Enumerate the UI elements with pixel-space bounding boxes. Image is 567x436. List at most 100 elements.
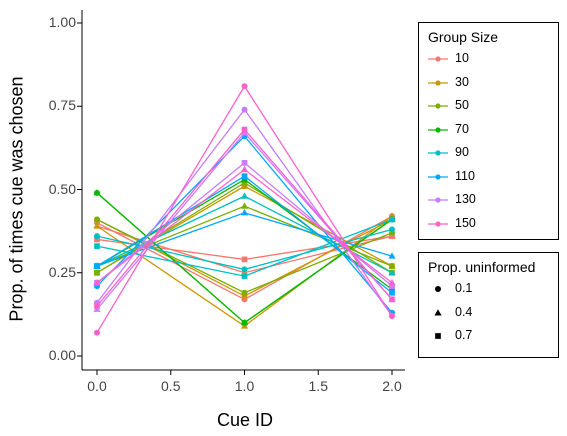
legend-label: 70 xyxy=(455,121,469,136)
legend-entry: 50 xyxy=(419,94,558,118)
data-point xyxy=(94,243,100,249)
data-point xyxy=(389,289,395,296)
legend-label: 10 xyxy=(455,51,469,65)
legend-label: 50 xyxy=(455,98,469,112)
legend-entry: 10 xyxy=(419,47,558,71)
data-point xyxy=(240,318,249,326)
legend-key xyxy=(435,286,441,292)
y-tick-label: 0.50 xyxy=(48,180,76,197)
legend-point-key xyxy=(435,220,441,227)
legend-point-key xyxy=(435,126,441,133)
y-tick-label: 1.00 xyxy=(48,14,76,30)
legend-key xyxy=(428,150,448,156)
data-point xyxy=(241,266,248,273)
legend-key xyxy=(428,103,448,109)
legend-uninformed-title: Prop. uninformed xyxy=(428,259,536,275)
legend-entry: 0.1 xyxy=(419,277,558,301)
legend-entry: 0.4 xyxy=(419,301,558,325)
legend-key xyxy=(435,333,441,339)
data-point xyxy=(389,226,395,233)
data-point xyxy=(241,273,248,279)
data-point xyxy=(241,160,248,166)
series-line xyxy=(96,128,393,307)
legend-group-size-title: Group Size xyxy=(428,29,499,45)
legend-key xyxy=(428,56,448,62)
data-point xyxy=(241,289,248,296)
data-point xyxy=(94,329,100,336)
data-point xyxy=(388,269,396,276)
data-point xyxy=(94,233,100,240)
legend-shape-key xyxy=(435,286,441,292)
data-point xyxy=(93,222,101,229)
legend-uninformed-entries: 0.1 0.4 0.7 xyxy=(419,277,558,348)
y-axis-title-box: Prop. of times cue was chosen xyxy=(2,64,32,334)
legend-label: 90 xyxy=(455,145,469,159)
data-point xyxy=(388,252,396,259)
data-point xyxy=(388,278,396,286)
legend-shape-key xyxy=(435,333,441,339)
y-tick-label: 0.00 xyxy=(48,347,76,363)
series-150-0.7 xyxy=(94,126,395,309)
legend-entry: 30 xyxy=(419,71,558,95)
data-point xyxy=(241,256,248,263)
data-point xyxy=(94,303,100,309)
y-tick-label: 0.75 xyxy=(48,97,76,114)
data-point xyxy=(241,83,248,90)
series-line xyxy=(96,131,393,310)
legend-entry: 130 xyxy=(419,188,558,212)
data-point xyxy=(240,192,249,199)
data-point xyxy=(94,216,100,223)
data-point xyxy=(93,278,101,286)
legend-entry: 150 xyxy=(419,212,558,236)
axis-ticks xyxy=(77,22,393,375)
data-point xyxy=(388,262,396,269)
legend-point-key xyxy=(435,103,441,109)
series-110-0.7 xyxy=(94,173,395,296)
legend-point-key xyxy=(435,56,441,62)
data-point xyxy=(241,126,248,133)
series-150-0.4 xyxy=(93,165,396,286)
y-tick-label: 0.25 xyxy=(48,263,76,280)
series-130-0.4 xyxy=(93,129,396,312)
legend-point-key xyxy=(435,173,441,180)
legend-entry: 90 xyxy=(419,141,558,165)
legend-entry: 0.7 xyxy=(419,324,558,348)
legend-uninformed: Prop. uninformed 0.1 0.4 0.7 xyxy=(418,252,559,358)
legend-key xyxy=(434,308,442,316)
data-point xyxy=(389,233,395,239)
data-point xyxy=(241,176,248,183)
x-tick-label: 0.0 xyxy=(87,378,107,394)
data-point xyxy=(94,263,100,269)
x-tick-label: 1.0 xyxy=(234,378,255,394)
legend-label: 0.1 xyxy=(455,281,473,295)
legend-group-size: Group Size 10 30 50 70 90 110 130 150 xyxy=(418,22,559,240)
series-layer xyxy=(93,83,396,336)
data-point xyxy=(93,189,101,196)
data-point xyxy=(389,216,395,223)
data-point xyxy=(389,296,395,303)
data-point xyxy=(241,106,248,113)
legend-shape-key xyxy=(434,308,442,316)
legend-point-key xyxy=(435,197,441,203)
data-point xyxy=(240,165,249,173)
x-tick-label: 1.5 xyxy=(308,378,328,394)
data-point xyxy=(241,173,248,180)
y-axis-title: Prop. of times cue was chosen xyxy=(6,76,27,322)
legend-label: 30 xyxy=(455,74,469,89)
data-point xyxy=(389,286,395,293)
legend-point-key xyxy=(435,150,441,156)
data-point xyxy=(94,236,100,243)
legend-group-size-entries: 10 30 50 70 90 110 130 150 xyxy=(419,47,558,235)
data-point xyxy=(240,202,249,209)
legend-entry: 110 xyxy=(419,165,558,189)
legend-entry: 70 xyxy=(419,118,558,142)
x-tick-label: 2.0 xyxy=(382,378,402,394)
data-point xyxy=(389,313,395,320)
legend-label: 0.7 xyxy=(455,328,473,342)
legend-key xyxy=(428,126,448,133)
data-point xyxy=(241,183,248,190)
legend-label: 0.4 xyxy=(455,304,473,319)
legend-label: 110 xyxy=(455,168,475,183)
data-point xyxy=(240,209,249,216)
